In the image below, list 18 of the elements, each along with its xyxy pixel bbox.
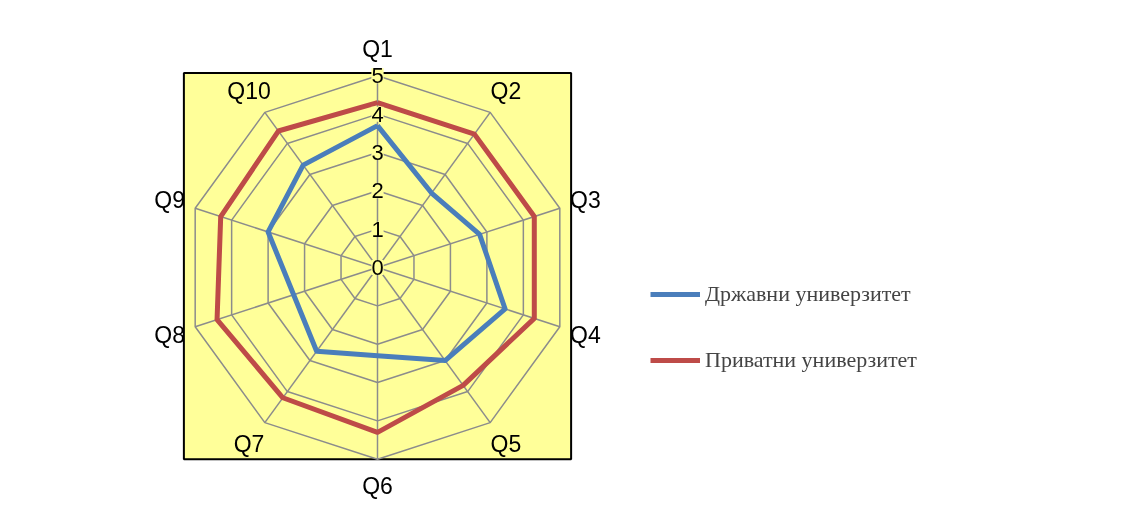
spoke-label: Q2	[490, 77, 522, 104]
y-tick-label: 2	[371, 178, 384, 204]
y-tick-label: 1	[371, 216, 384, 242]
legend-label: Државни универзитет	[705, 281, 911, 307]
spoke-label: Q9	[154, 186, 185, 213]
spoke-label: Q1	[362, 35, 393, 62]
spoke-label: Q6	[362, 473, 393, 500]
spoke-label: Q8	[154, 322, 185, 349]
y-tick-label: 4	[371, 101, 384, 127]
spoke-label: Q10	[227, 77, 271, 104]
spoke-label: Q3	[570, 186, 601, 213]
legend-label: Приватни универзитет	[705, 347, 917, 373]
y-tick-label: 5	[371, 63, 384, 89]
spoke-label: Q7	[233, 431, 265, 458]
spoke-label: Q4	[570, 322, 601, 349]
spoke-label: Q5	[490, 431, 522, 458]
y-tick-label: 3	[371, 139, 384, 165]
y-tick-label: 0	[371, 255, 384, 280]
